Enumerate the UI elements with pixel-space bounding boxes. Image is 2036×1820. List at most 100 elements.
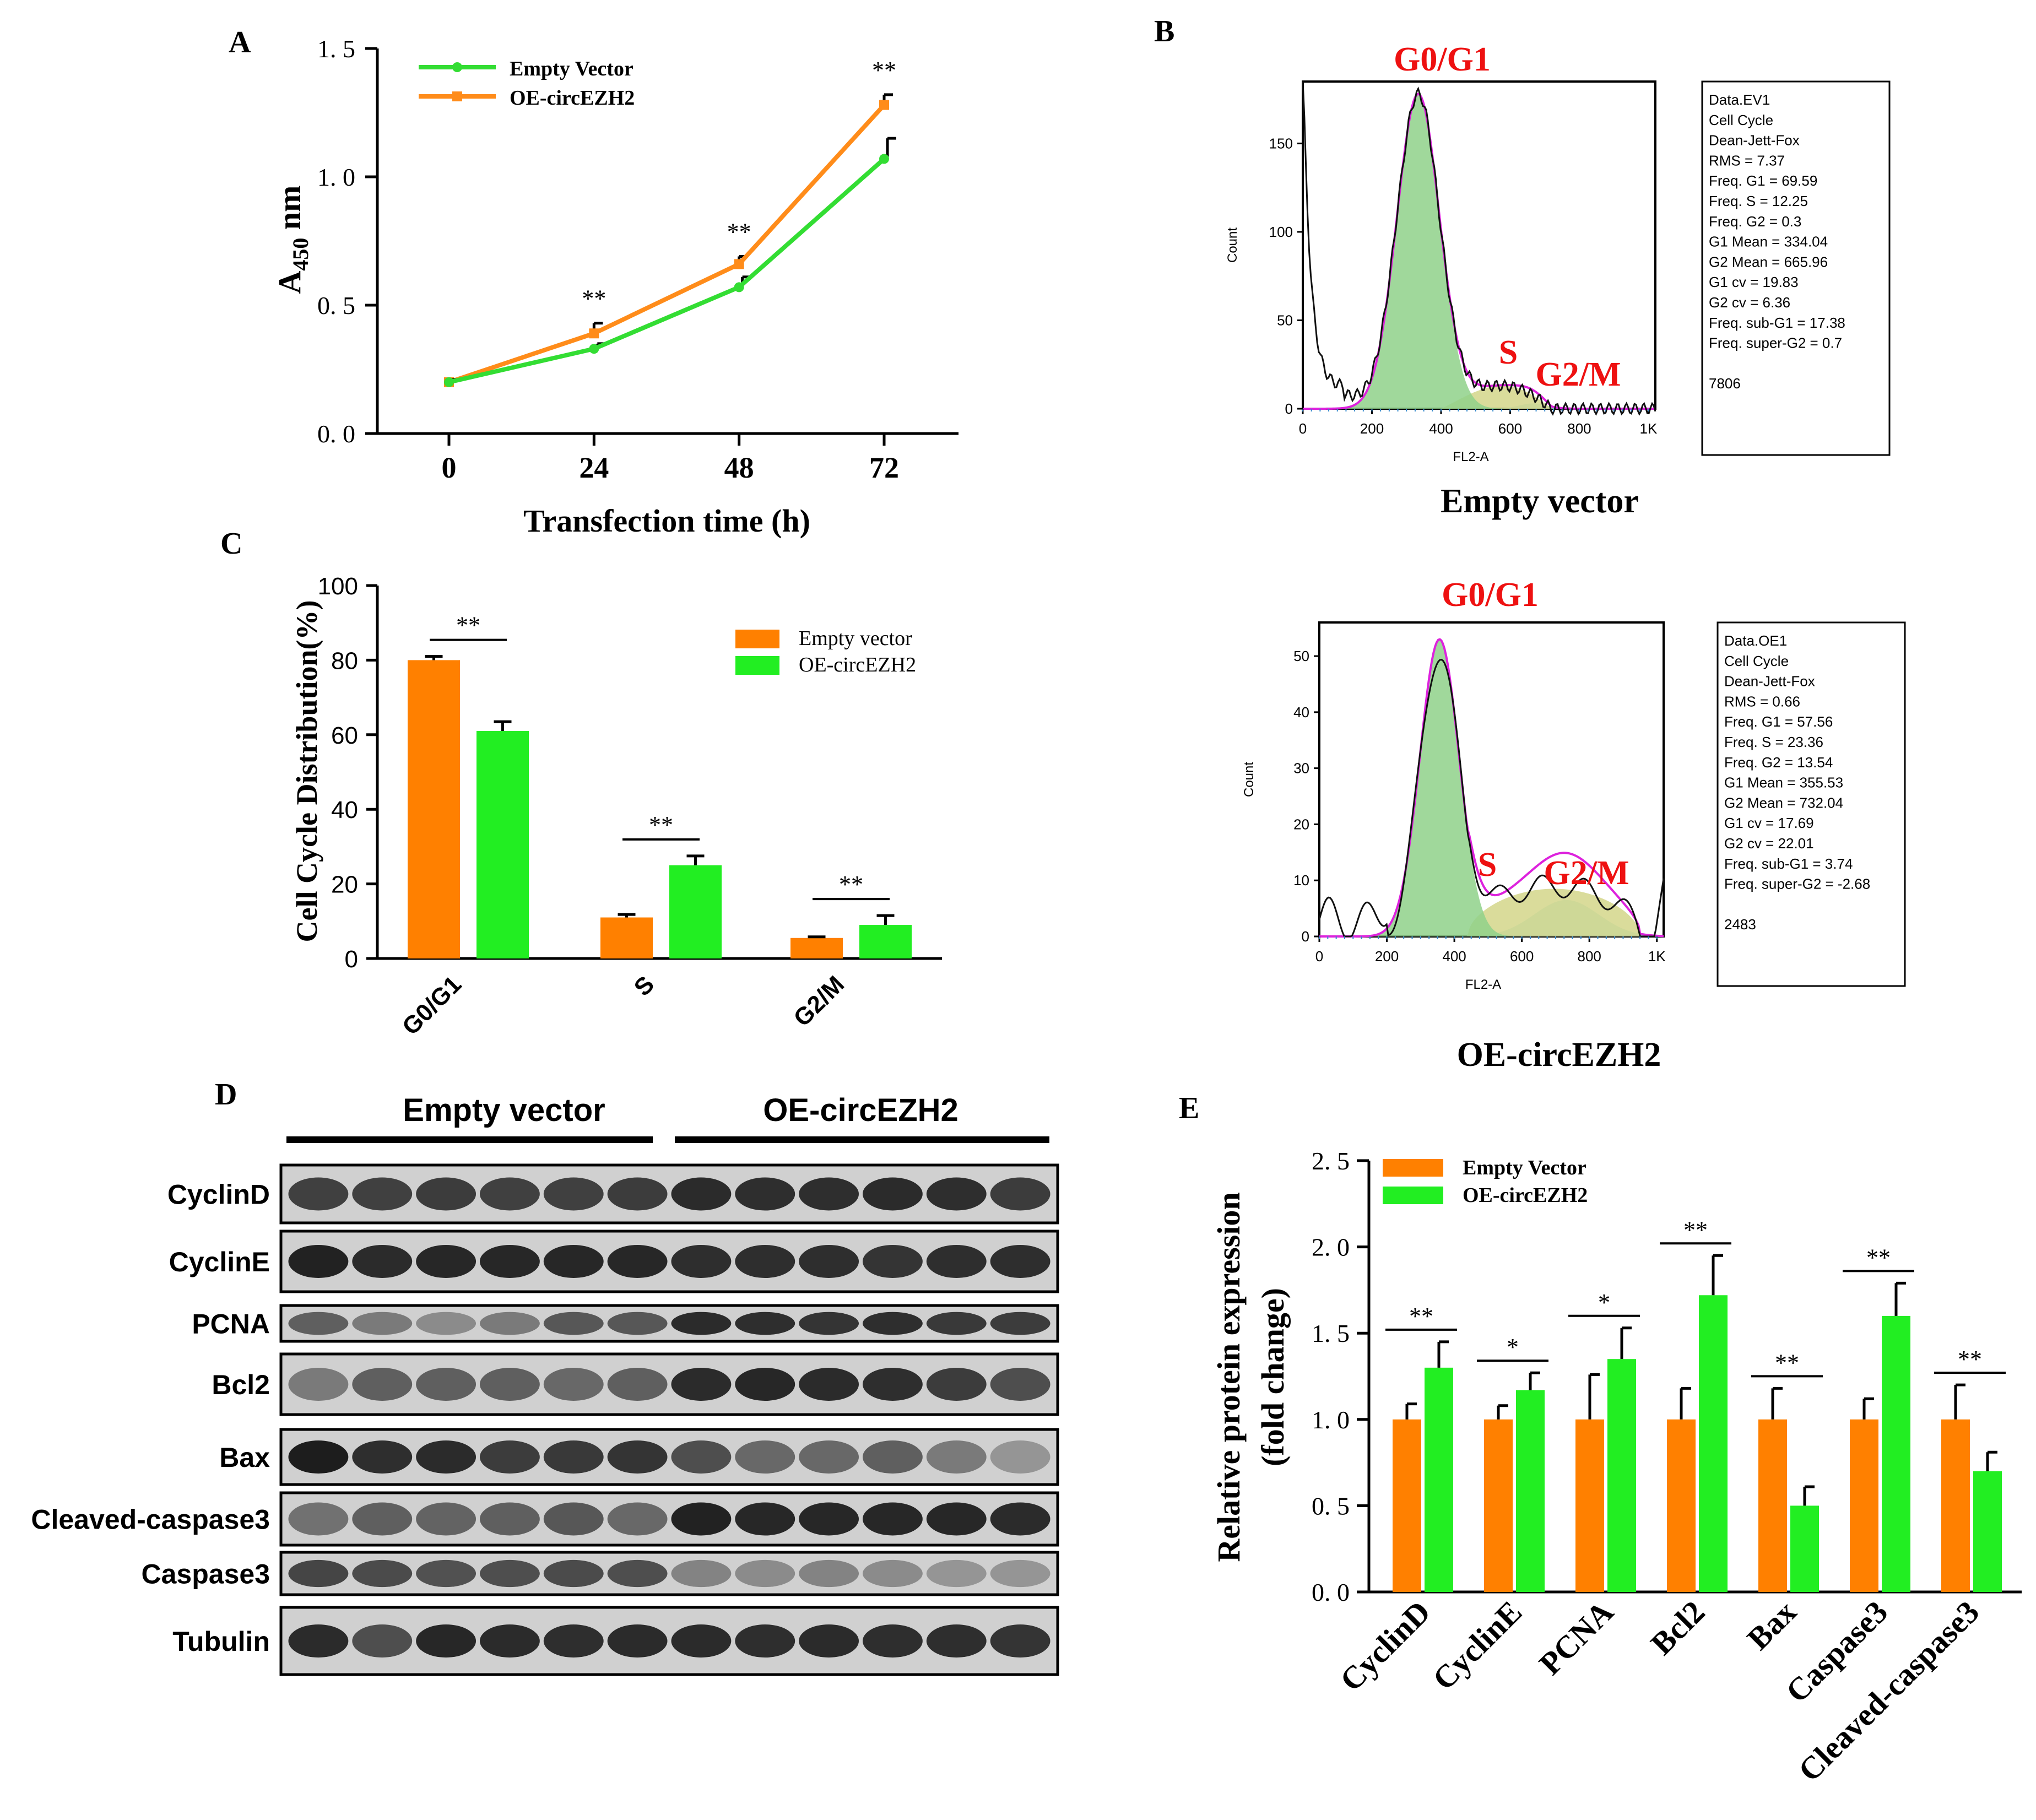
significance-mark: ** bbox=[1683, 1216, 1708, 1243]
legend-label: Empty Vector bbox=[510, 57, 633, 80]
x-tick-label: 0 bbox=[442, 451, 457, 484]
stats-line: Data.OE1 bbox=[1724, 632, 1787, 649]
stats-line: G2 cv = 22.01 bbox=[1724, 835, 1814, 852]
legend-label: Empty Vector bbox=[1463, 1156, 1586, 1179]
bar-oe-circezh2 bbox=[1699, 1295, 1728, 1592]
model-fit-line bbox=[1302, 93, 1655, 410]
significance-mark: ** bbox=[1866, 1244, 1891, 1271]
blot-band bbox=[735, 1559, 795, 1588]
blot-band bbox=[479, 1440, 540, 1474]
stats-line: G1 cv = 19.83 bbox=[1709, 274, 1799, 290]
x-tick-label: 600 bbox=[1510, 948, 1534, 965]
y-axis-label: A450 nm bbox=[272, 186, 313, 294]
blot-band bbox=[990, 1624, 1051, 1658]
blot-band bbox=[990, 1312, 1051, 1335]
x-tick-label: 800 bbox=[1567, 420, 1591, 437]
bar-oe-circezh2 bbox=[476, 731, 529, 958]
histogram-oe-circezh2: 0 200 400 600 800 1K 0 10 20 30 40 50 Count FL2-A G0/G… bbox=[1242, 576, 1906, 1074]
x-tick-label: CyclinD bbox=[1333, 1594, 1438, 1698]
blot-band bbox=[607, 1245, 668, 1278]
y-tick-label: 30 bbox=[1293, 760, 1309, 777]
significance-mark: * bbox=[1507, 1334, 1519, 1361]
blot-band bbox=[352, 1368, 413, 1401]
y-tick-label: 100 bbox=[318, 573, 358, 600]
significance-mark: * bbox=[1598, 1289, 1610, 1316]
blot-band bbox=[926, 1559, 987, 1588]
blot-band bbox=[607, 1624, 668, 1658]
blot-row-label: PCNA bbox=[192, 1309, 270, 1340]
blot-band bbox=[416, 1440, 476, 1474]
blot-band bbox=[990, 1502, 1051, 1536]
phase-label-g1: G0/G1 bbox=[1442, 576, 1539, 614]
y-tick-label: 40 bbox=[331, 797, 358, 824]
bar-oe-circezh2 bbox=[1516, 1390, 1545, 1592]
raw-histogram-line bbox=[1318, 658, 1665, 938]
blot-band bbox=[543, 1440, 604, 1474]
x-axis-label: FL2-A bbox=[1453, 449, 1488, 464]
y-tick-label: 0 bbox=[1302, 928, 1309, 945]
x-tick-label: Bcl2 bbox=[1644, 1594, 1712, 1661]
bar-oe-circezh2 bbox=[1882, 1315, 1910, 1592]
legend-swatch bbox=[735, 630, 779, 648]
stats-line: Freq. G1 = 57.56 bbox=[1724, 713, 1833, 730]
y-tick-label: 0. 0 bbox=[317, 420, 355, 448]
blot-band bbox=[671, 1312, 732, 1335]
bar-empty-vector bbox=[1941, 1419, 1970, 1592]
s-phase-fill bbox=[1303, 386, 1655, 409]
blot-band bbox=[288, 1368, 349, 1401]
phase-label-g2: G2/M bbox=[1536, 356, 1621, 393]
blot-band bbox=[607, 1368, 668, 1401]
phase-label-s: S bbox=[1499, 334, 1518, 371]
stats-line: Freq. G2 = 0.3 bbox=[1709, 213, 1801, 230]
blot-band bbox=[543, 1368, 604, 1401]
data-point bbox=[444, 377, 454, 387]
blot-row-label: Tubulin bbox=[172, 1626, 270, 1657]
blot-band bbox=[479, 1177, 540, 1211]
blot-band bbox=[799, 1368, 859, 1401]
phase-label-g1: G0/G1 bbox=[1394, 41, 1491, 78]
series-line-oe-circezh2 bbox=[448, 103, 886, 384]
x-tick-label: G2/M bbox=[788, 971, 849, 1032]
x-tick-label: 1K bbox=[1640, 420, 1658, 437]
x-axis-label: FL2-A bbox=[1465, 977, 1501, 992]
bar-oe-circezh2 bbox=[1790, 1505, 1819, 1592]
stats-line: Freq. super-G2 = -2.68 bbox=[1724, 876, 1870, 892]
bar-empty-vector bbox=[1393, 1419, 1421, 1592]
blot-band bbox=[735, 1502, 795, 1536]
blot-band bbox=[416, 1624, 476, 1658]
blot-band bbox=[607, 1177, 668, 1211]
x-tick-label: 48 bbox=[724, 451, 754, 484]
y-tick-label: 0 bbox=[345, 946, 358, 973]
legend-label: OE-circEZH2 bbox=[1463, 1184, 1588, 1207]
data-point bbox=[734, 259, 744, 269]
stats-box bbox=[1701, 80, 1891, 456]
blot-band bbox=[288, 1312, 349, 1335]
blot-row-label: Bax bbox=[219, 1442, 270, 1473]
blot-band bbox=[416, 1177, 476, 1211]
s-phase-fill bbox=[1319, 889, 1664, 936]
blot-band bbox=[543, 1245, 604, 1278]
blot-band bbox=[926, 1440, 987, 1474]
blot-band bbox=[671, 1177, 732, 1211]
blot-group-bar bbox=[286, 1136, 653, 1143]
blot-row-label: Caspase3 bbox=[142, 1559, 270, 1590]
blot-band bbox=[735, 1177, 795, 1211]
stats-line: Data.EV1 bbox=[1709, 91, 1770, 108]
x-tick-label: 600 bbox=[1498, 420, 1522, 437]
panel-label-b: B bbox=[1154, 14, 1174, 48]
blot-band bbox=[990, 1440, 1051, 1474]
stats-line: Freq. sub-G1 = 17.38 bbox=[1709, 315, 1845, 331]
blot-band bbox=[671, 1502, 732, 1536]
blot-band bbox=[352, 1177, 413, 1211]
stats-line: Dean-Jett-Fox bbox=[1724, 673, 1815, 690]
blot-band bbox=[926, 1368, 987, 1401]
bar-empty-vector bbox=[1484, 1419, 1513, 1592]
stats-line: RMS = 7.37 bbox=[1709, 152, 1785, 169]
blot-band bbox=[926, 1245, 987, 1278]
x-tick-label: 400 bbox=[1442, 948, 1466, 965]
blot-band bbox=[735, 1312, 795, 1335]
stats-line: Cell Cycle bbox=[1724, 653, 1789, 669]
blot-band bbox=[479, 1245, 540, 1278]
significance-mark: ** bbox=[649, 811, 673, 838]
blot-band bbox=[799, 1559, 859, 1588]
